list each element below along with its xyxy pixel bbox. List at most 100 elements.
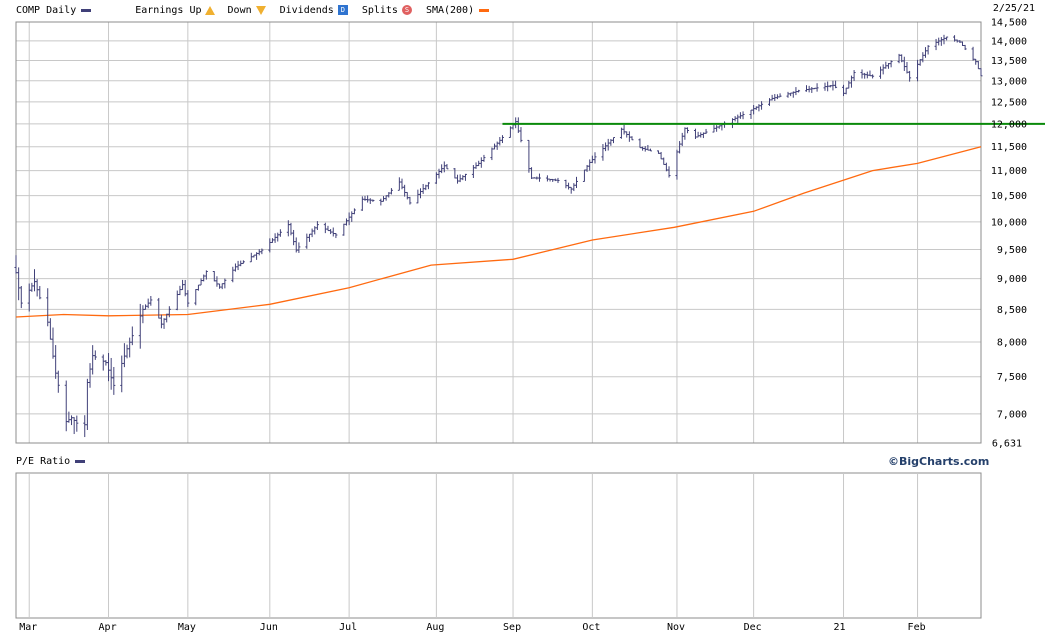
ohlc-bar [979,68,983,77]
ohlc-bar [458,174,462,183]
ohlc-bar [789,92,793,97]
ohlc-bar [233,263,237,272]
ohlc-bar [923,47,927,58]
ohlc-bar [434,172,438,184]
ohlc-bar [315,221,319,231]
ohlc-bar [482,154,486,162]
ohlc-bar [128,337,132,358]
ohlc-bar [236,260,240,271]
period-label: Daily [46,4,77,16]
ohlc-bar [67,411,71,423]
ohlc-bar [889,60,893,68]
ohlc-bar [564,179,568,189]
sma-layer [15,146,982,318]
ohlc-bar [64,380,68,432]
ohlc-bar [334,233,338,239]
x-tick-label: May [178,622,196,633]
ohlc-bar [863,72,867,79]
ohlc-bar [757,104,761,112]
ohlc-bar [368,198,372,204]
ohlc-bar [775,94,779,100]
ohlc-bar [196,284,200,291]
ohlc-bar [815,83,819,92]
pe-panel-frame [15,472,982,619]
ohlc-bar [945,36,949,41]
ohlc-bar [199,278,203,286]
ohlc-bar [675,149,679,180]
ohlc-bar [276,232,280,242]
ohlc-bar [574,176,578,189]
ohlc-bar [175,290,179,311]
ohlc-bar [479,157,483,168]
ohlc-bar [270,238,274,243]
ohlc-bar [120,355,124,393]
ohlc-bar [331,227,335,237]
ohlc-bar [130,326,134,346]
ohlc-bar [749,109,753,119]
ohlc-bar [572,183,576,192]
pe-legend: P/E Ratio [16,456,86,467]
ohlc-bar [329,229,333,235]
ohlc-bar [908,70,912,82]
ohlc-bar [403,184,407,197]
ohlc-bar [593,152,597,164]
ohlc-bar [85,378,89,430]
ohlc-bar [289,222,293,236]
ohlc-bar [609,139,613,146]
ohlc-bar [794,87,798,96]
ohlc-bar [590,155,594,163]
ohlc-bar [255,252,259,260]
ohlc-bar [807,85,811,93]
ohlc-bar [146,298,150,309]
ohlc-bar [976,61,980,70]
ohlc-bar [548,178,552,182]
ohlc-bar [363,195,367,201]
ohlc-bar [194,289,198,306]
ohlc-bar [569,186,573,194]
ohlc-bar [223,278,227,289]
ohlc-bar [212,271,216,282]
ohlc-bar [88,363,92,388]
ohlc-bar [387,192,391,198]
ohlc-bar [612,137,616,144]
ohlc-bar [905,61,909,74]
price-panel-frame [15,21,982,444]
ohlc-bar [27,283,31,312]
ohlc-bar [823,82,827,91]
ohlc-bar [30,282,34,292]
ohlc-bar [582,169,586,182]
ohlc-bar [659,151,663,160]
ohlc-bar [884,61,888,69]
ohlc-bar [699,132,703,138]
ohlc-bar [865,71,869,79]
ohlc-bar [305,233,309,249]
ohlc-bar [48,318,52,340]
ohlc-bar [678,141,682,154]
y-tick-label: 13,000 [991,76,1027,87]
ohlc-bar [278,229,282,237]
ohlc-bar [421,183,425,194]
ohlc-bar [419,188,423,199]
legend-splits: Splits S [362,5,412,16]
ohlc-bar [516,117,520,133]
earnings-down-label: Down [227,4,252,16]
ohlc-bar [445,164,449,170]
ohlc-bar [310,228,314,238]
ohlc-bar [701,132,705,139]
ohlc-bar [75,415,79,432]
splits-label: Splits [361,4,398,16]
ohlc-bar [960,41,964,46]
pe-title: P/E Ratio [16,456,71,467]
earnings-label: Earnings [135,4,184,16]
sma-swatch [479,8,490,12]
chart-date: 2/25/21 [992,3,1035,14]
y-tick-label: 7,000 [997,409,1027,420]
y-tick-label: 8,000 [997,338,1027,349]
ohlc-bar [72,417,76,435]
ohlc-bar [514,117,518,129]
legend-symbol: COMP Daily [16,4,92,16]
ohlc-bar [426,182,430,190]
ohlc-bar [231,266,235,283]
earnings-up-label: Up [189,4,202,16]
pe-swatch [75,460,86,463]
